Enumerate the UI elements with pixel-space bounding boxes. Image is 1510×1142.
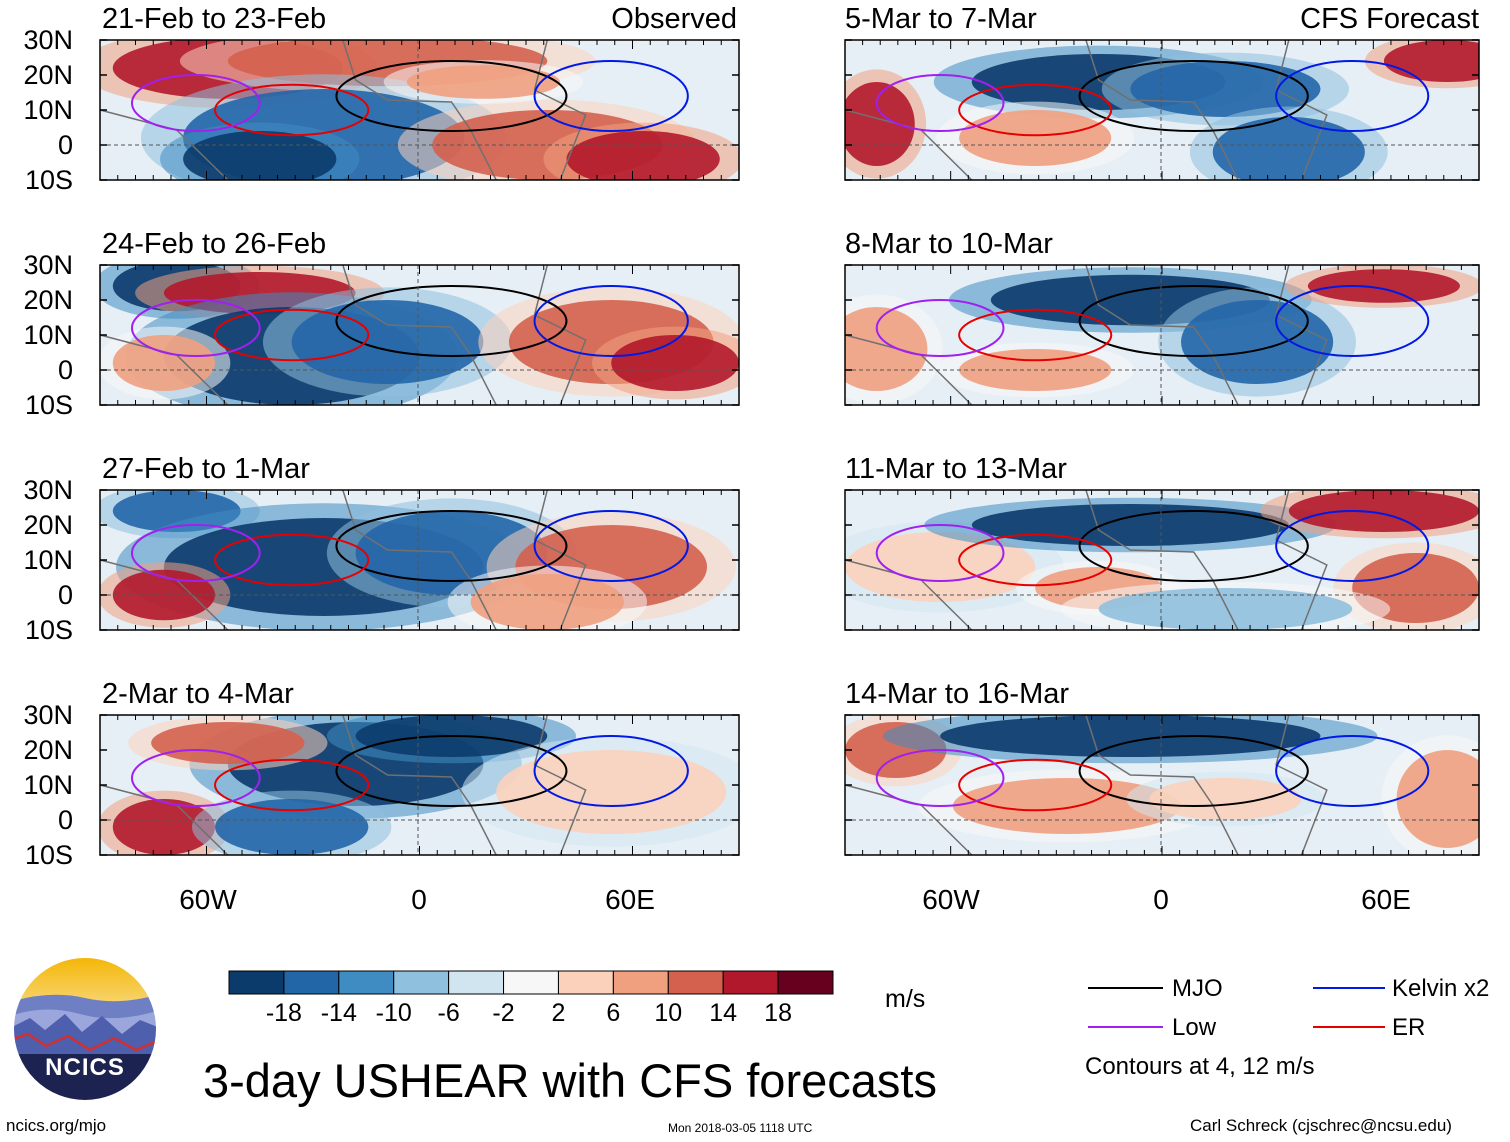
colorbar-label: -6 <box>437 999 460 1027</box>
lat-label: 10N <box>23 770 73 800</box>
lat-label: 10N <box>23 320 73 350</box>
map-panel <box>844 714 1480 856</box>
colorbar-label: 2 <box>551 999 566 1027</box>
panel-title-left-2: 24-Feb to 26-Feb <box>102 228 327 260</box>
footer-timestamp: Mon 2018-03-05 1118 UTC <box>668 1121 813 1135</box>
map-panel <box>99 489 740 631</box>
colorbar-swatch <box>338 970 395 995</box>
logo-text: NCICS <box>45 1054 125 1081</box>
panel-title-left-3: 27-Feb to 1-Mar <box>102 453 310 485</box>
colorbar-swatch <box>448 970 505 995</box>
panel-title-right-1: 5-Mar to 7-Mar <box>845 3 1037 35</box>
colorbar <box>228 970 834 995</box>
lon-label-60w-left: 60W <box>179 884 237 915</box>
lat-label: 10N <box>23 545 73 575</box>
colorbar-label: -18 <box>265 999 302 1027</box>
legend-label-er: ER <box>1392 1014 1426 1041</box>
legend-label-mjo: MJO <box>1172 975 1223 1002</box>
colorbar-swatch <box>612 970 669 995</box>
colorbar-label: 18 <box>764 999 792 1027</box>
panel-title-right-2: 8-Mar to 10-Mar <box>845 228 1053 260</box>
colorbar-swatch <box>667 970 724 995</box>
legend-note: Contours at 4, 12 m/s <box>1085 1053 1315 1080</box>
lat-label: 0 <box>57 805 73 835</box>
colorbar-units: m/s <box>885 985 926 1013</box>
colorbar-swatch <box>283 970 340 995</box>
lat-label: 10N <box>23 95 73 125</box>
colorbar-label: 6 <box>606 999 621 1027</box>
main-title: 3-day USHEAR with CFS forecasts <box>203 1054 937 1107</box>
panel-title-right-4: 14-Mar to 16-Mar <box>845 678 1070 710</box>
map-panel <box>844 39 1480 181</box>
map-panel <box>844 489 1480 631</box>
lat-label: 0 <box>57 130 73 160</box>
lat-label: 10S <box>24 390 73 420</box>
lat-label: 20N <box>23 285 73 315</box>
map-panel <box>99 714 740 856</box>
lat-label: 20N <box>23 60 73 90</box>
lat-label: 30N <box>23 25 73 55</box>
colorbar-swatch <box>777 970 834 995</box>
lon-label-0-left: 0 <box>411 884 427 915</box>
lat-label: 30N <box>23 250 73 280</box>
colorbar-label: 10 <box>654 999 683 1027</box>
map-panel <box>99 39 740 181</box>
panel-title-right-3: 11-Mar to 13-Mar <box>845 453 1067 485</box>
lat-label: 20N <box>23 735 73 765</box>
colorbar-label: 14 <box>709 999 738 1027</box>
colorbar-swatch <box>503 970 559 995</box>
panel-title-left-4: 2-Mar to 4-Mar <box>102 678 294 710</box>
colorbar-label: -2 <box>492 999 515 1027</box>
lat-label: 10S <box>24 615 73 645</box>
colorbar-swatch <box>557 970 614 995</box>
panel-title-left-1: 21-Feb to 23-Feb <box>102 3 327 35</box>
lat-label: 20N <box>23 510 73 540</box>
lon-label-60e-right: 60E <box>1361 884 1411 915</box>
map-panel <box>99 264 740 406</box>
legend-lines <box>1088 987 1385 1028</box>
panel-label-observed: Observed <box>611 3 737 35</box>
footer-url: ncics.org/mjo <box>6 1116 107 1135</box>
colorbar-label: -10 <box>375 999 412 1027</box>
lat-label: 0 <box>57 355 73 385</box>
lon-label-60e-left: 60E <box>605 884 655 915</box>
lat-label: 0 <box>57 580 73 610</box>
ncics-logo: NCICS <box>12 956 158 1102</box>
colorbar-swatch <box>722 970 779 995</box>
lat-label: 30N <box>23 700 73 730</box>
legend-label-kelvin: Kelvin x2 <box>1392 975 1490 1002</box>
colorbar-swatch <box>228 970 285 995</box>
lat-label: 10S <box>24 165 73 195</box>
colorbar-label: -14 <box>320 999 357 1027</box>
lat-label: 10S <box>24 840 73 870</box>
map-panel <box>844 264 1480 406</box>
lon-label-60w-right: 60W <box>922 884 980 915</box>
panel-label-cfs-forecast: CFS Forecast <box>1300 3 1479 35</box>
colorbar-swatch <box>393 970 450 995</box>
lat-label: 30N <box>23 475 73 505</box>
footer-author: Carl Schreck (cjschrec@ncsu.edu) <box>1190 1116 1452 1135</box>
lon-label-0-right: 0 <box>1153 884 1169 915</box>
legend-label-low: Low <box>1172 1014 1217 1041</box>
